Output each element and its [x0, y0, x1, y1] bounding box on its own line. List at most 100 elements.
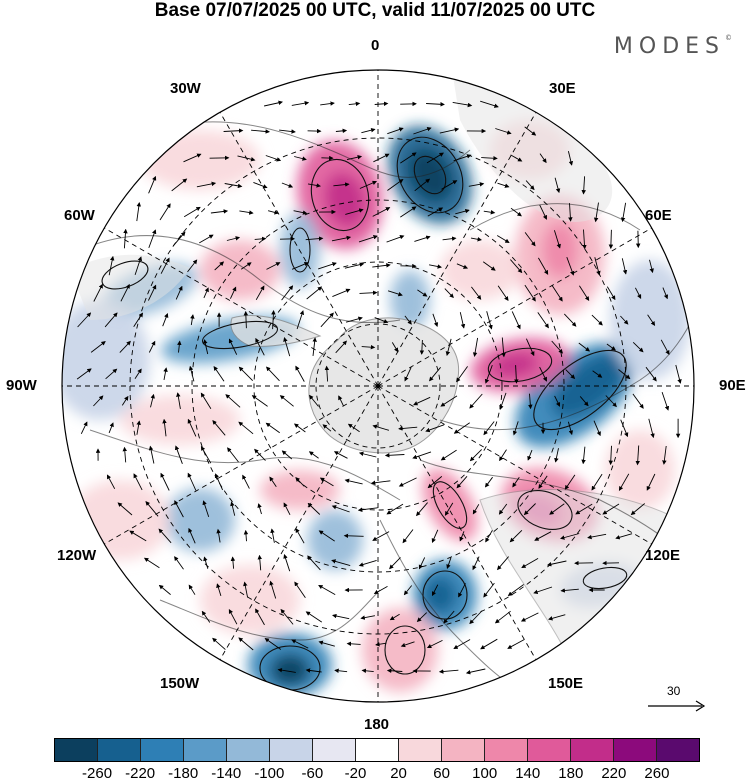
meridian-line — [219, 112, 379, 387]
anomaly-blob — [424, 577, 456, 613]
colorbar-tick-label: -100 — [254, 765, 285, 782]
wind-arrow — [480, 100, 499, 108]
wind-arrow — [374, 101, 389, 107]
wind-arrow — [456, 476, 468, 489]
colorbar-bin — [614, 739, 657, 761]
wind-arrow — [203, 287, 209, 299]
wind-arrow — [108, 422, 114, 434]
wind-arrow — [77, 312, 92, 328]
wind-arrow — [444, 502, 454, 516]
wind-arrow — [308, 451, 319, 459]
wind-arrow — [345, 316, 363, 323]
wind-arrow — [174, 556, 184, 570]
wind-arrow — [582, 229, 587, 250]
wind-arrow — [358, 451, 377, 458]
anomaly-blob — [542, 222, 578, 278]
wind-arrow — [416, 612, 428, 623]
wind-arrow — [335, 340, 348, 354]
colorbar-bin — [657, 739, 699, 761]
wind-arrow — [618, 473, 630, 491]
wind-arrow — [257, 503, 262, 515]
wind-arrow — [563, 313, 577, 327]
wind-arrow — [438, 669, 459, 674]
meridian-line — [377, 385, 537, 660]
wind-arrow — [372, 263, 391, 268]
wind-arrow — [632, 341, 644, 353]
wind-arrow — [413, 127, 432, 135]
anomaly-blob — [362, 608, 438, 692]
wind-arrow — [484, 364, 493, 384]
wind-arrow — [318, 530, 335, 542]
wind-arrow — [593, 420, 601, 437]
colorbar-bin — [227, 739, 270, 761]
wind-arrow — [458, 583, 466, 598]
wind-arrow — [254, 448, 266, 461]
wind-arrow — [187, 418, 197, 437]
wind-arrow — [281, 450, 293, 460]
wind-arrow — [469, 610, 483, 625]
wind-arrow — [203, 556, 209, 569]
brand-logo: MODES© — [614, 34, 732, 59]
wind-arrow — [387, 178, 404, 191]
wind-arrow — [270, 528, 275, 543]
wind-arrow — [524, 284, 536, 302]
wind-arrow — [117, 502, 133, 516]
wind-arrow — [293, 210, 308, 215]
vector-reference-arrow — [648, 700, 706, 712]
wind-arrow — [136, 420, 141, 435]
wind-arrow — [279, 129, 296, 134]
wind-arrow — [416, 502, 428, 517]
wind-arrow — [251, 129, 270, 134]
wind-arrow — [564, 474, 576, 490]
wind-arrow — [537, 312, 549, 329]
colorbar-bin — [485, 739, 528, 761]
wind-arrow — [456, 366, 468, 383]
wind-arrow — [361, 128, 376, 134]
wind-arrow — [264, 637, 282, 650]
anomaly-blob — [140, 130, 260, 190]
wind-arrow — [136, 202, 142, 222]
latitude-circle — [315, 323, 441, 449]
wind-arrow — [403, 585, 413, 596]
colorbar-bin — [571, 739, 614, 761]
wind-arrow — [230, 556, 236, 569]
wind-arrow — [459, 312, 466, 329]
wind-arrow — [425, 424, 445, 433]
colorbar-tick-label: 140 — [515, 765, 541, 782]
wind-arrow — [534, 531, 552, 541]
wind-arrow — [495, 128, 512, 135]
wind-arrow — [581, 176, 586, 195]
wind-arrow — [122, 446, 128, 463]
colorbar-bin — [55, 739, 98, 761]
wind-arrow — [374, 317, 389, 324]
wind-arrow — [646, 473, 656, 491]
contour-line — [201, 320, 279, 350]
wind-arrow — [634, 287, 642, 300]
wind-arrow — [134, 256, 143, 276]
colorbar-tick-label: 100 — [472, 765, 498, 782]
wind-arrow — [594, 257, 601, 276]
wind-arrow — [358, 559, 377, 567]
wind-arrow — [472, 504, 480, 515]
wind-arrow — [281, 285, 294, 301]
wind-arrow — [283, 553, 291, 572]
wind-arrow — [158, 528, 172, 544]
wind-arrow — [93, 283, 103, 302]
meridian-line — [377, 112, 537, 387]
wind-arrow — [188, 527, 196, 544]
wind-arrow — [554, 448, 559, 463]
meridian-line — [377, 227, 652, 387]
meridian-line — [219, 385, 379, 660]
lon-label-150e: 150E — [548, 675, 584, 692]
wind-arrow — [440, 395, 458, 407]
wind-arrow — [158, 584, 171, 595]
wind-arrow — [105, 368, 118, 380]
wind-arrow — [148, 340, 156, 353]
wind-arrow — [283, 337, 291, 357]
wind-arrow — [296, 310, 305, 330]
wind-arrow — [320, 101, 335, 106]
colorbar-tick-label: -260 — [82, 765, 113, 782]
contour-line — [582, 566, 628, 590]
wind-arrow — [346, 641, 361, 647]
wind-arrow — [391, 342, 399, 353]
